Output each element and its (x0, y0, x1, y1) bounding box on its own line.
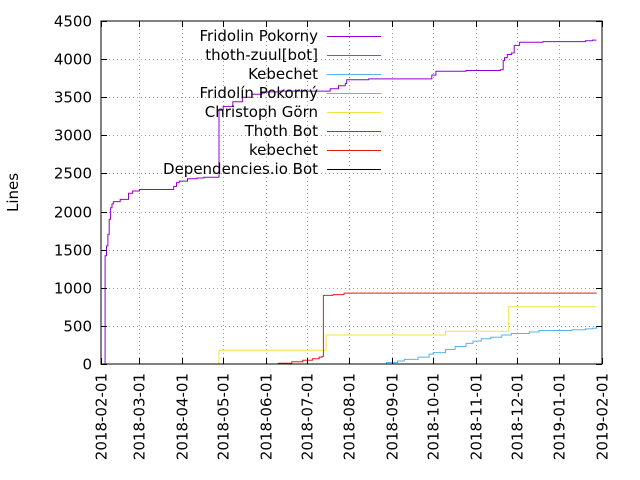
series-lines (101, 39, 597, 365)
legend-label: thoth-zuul[bot] (205, 46, 318, 64)
y-tick-label: 3000 (54, 127, 92, 145)
x-tick-label: 2018-07-01 (299, 373, 317, 460)
legend: Fridolin Pokornythoth-zuul[bot]KebechetF… (163, 27, 381, 178)
series-line (101, 306, 597, 365)
x-tick-label: 2018-04-01 (174, 373, 192, 460)
legend-label: Thoth Bot (244, 122, 318, 140)
x-tick-label: 2019-02-01 (594, 373, 612, 460)
legend-label: Fridolin Pokorny (200, 27, 319, 45)
y-tick-label: 4000 (54, 51, 92, 69)
y-tick-label: 2000 (54, 204, 92, 222)
x-tick-label: 2018-11-01 (468, 373, 486, 460)
axis-ticks: 0 500 1000 1500 2000 2500 3000 3500 4000 4500 2018… (54, 13, 612, 461)
y-tick-label: 500 (63, 318, 92, 336)
grid-lines (101, 21, 602, 364)
x-tick-label: 2018-12-01 (509, 373, 527, 460)
x-tick-label: 2018-05-01 (215, 373, 233, 460)
x-tick-label: 2018-08-01 (341, 373, 359, 460)
legend-label: Kebechet (248, 65, 318, 83)
x-tick-label: 2019-01-01 (551, 373, 569, 460)
x-tick-label: 2018-03-01 (131, 373, 149, 460)
legend-label: kebechet (249, 141, 318, 159)
series-line (101, 292, 597, 365)
y-tick-label: 2500 (54, 165, 92, 183)
series-line (101, 39, 597, 365)
legend-label: Fridolín Pokorný (200, 84, 319, 102)
x-tick-label: 2018-09-01 (384, 373, 402, 460)
x-tick-label: 2018-02-01 (93, 373, 111, 460)
y-tick-label: 4500 (54, 13, 92, 31)
plot-border (100, 20, 603, 365)
y-tick-label: 1500 (54, 242, 92, 260)
x-tick-label: 2018-10-01 (425, 373, 443, 460)
y-axis-title: Lines (4, 173, 22, 212)
legend-label: Christoph Görn (205, 103, 318, 121)
y-tick-label: 3500 (54, 89, 92, 107)
legend-label: Dependencies.io Bot (163, 160, 318, 178)
x-tick-label: 2018-06-01 (258, 373, 276, 460)
series-line (101, 326, 597, 365)
y-tick-label: 0 (82, 356, 92, 374)
y-tick-label: 1000 (54, 280, 92, 298)
